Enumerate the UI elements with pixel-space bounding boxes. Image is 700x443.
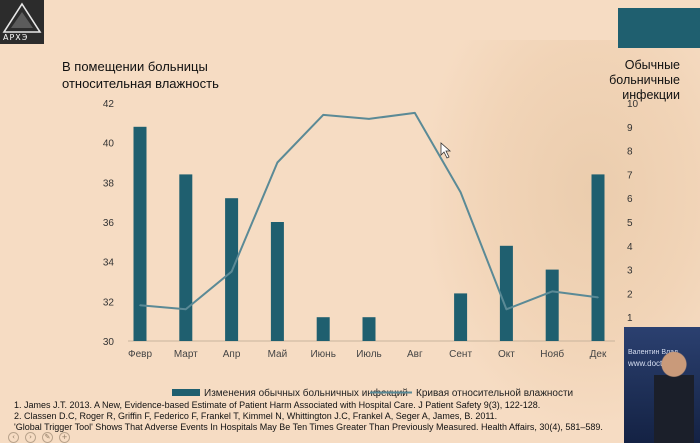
prev-slide-icon[interactable]: ‹	[8, 432, 19, 443]
bar	[133, 126, 147, 341]
line-point	[414, 112, 416, 114]
category-label: Июнь	[310, 349, 335, 360]
bar	[179, 174, 193, 341]
category-label: Февр	[128, 349, 152, 360]
left-tick-label: 40	[103, 139, 115, 150]
footnotes: 1. James J.T. 2013. A New, Evidence-base…	[14, 400, 614, 433]
right-tick-label: 1	[627, 313, 633, 324]
left-axis-title-line2: относительная влажность	[62, 76, 219, 91]
right-tick-label: 3	[627, 266, 633, 277]
right-tick-label: 6	[627, 194, 633, 205]
left-axis-title-line1: В помещении больницы	[62, 59, 208, 74]
line-point	[276, 161, 279, 164]
footnote-2: 2. Classen D.C, Roger R, Griffin F, Fede…	[14, 411, 498, 421]
left-tick-label: 34	[103, 258, 115, 269]
zoom-icon[interactable]: +	[59, 432, 70, 443]
humidity-line	[139, 111, 599, 311]
right-tick-label: 2	[627, 289, 633, 300]
line-point	[230, 270, 233, 273]
right-tick-label: 4	[627, 242, 633, 253]
right-tick-label: 9	[627, 123, 633, 134]
bar	[362, 317, 376, 341]
bar	[270, 222, 284, 341]
slide-toolbar: ‹ › ✎ +	[8, 432, 70, 443]
right-axis-title-line1: Обычные	[624, 58, 680, 72]
left-tick-label: 38	[103, 178, 115, 189]
bar	[545, 269, 559, 341]
category-label: Март	[174, 349, 198, 360]
category-label: Окт	[498, 349, 515, 360]
line-point	[505, 308, 508, 311]
category-label: Июль	[356, 349, 382, 360]
bar	[316, 317, 330, 341]
logo-text: АРХЭ	[3, 33, 29, 42]
left-tick-label: 42	[103, 99, 115, 110]
legend-bar-swatch	[172, 389, 200, 396]
line-point	[597, 296, 599, 299]
line-point	[139, 304, 141, 307]
right-tick-label: 10	[627, 99, 639, 110]
category-label: Нояб	[540, 348, 564, 360]
speaker-figure	[654, 347, 694, 443]
left-tick-label: 30	[103, 337, 115, 348]
speaker-video-overlay: Валентин Влад www.doct	[624, 327, 700, 443]
footnote-1: 1. James J.T. 2013. A New, Evidence-base…	[14, 400, 541, 410]
line-point	[322, 114, 325, 116]
video-caption-site: www.doct	[628, 359, 663, 368]
triangle-logo-icon	[2, 2, 42, 33]
left-tick-label: 32	[103, 297, 115, 308]
mouse-cursor-icon	[440, 142, 452, 159]
header-accent-block	[618, 8, 700, 48]
right-tick-label: 8	[627, 147, 633, 158]
left-axis-title: В помещении больницы относительная влажн…	[62, 58, 282, 92]
right-axis-title-line3: инфекции	[622, 88, 680, 102]
right-tick-label: 5	[627, 218, 633, 229]
bar	[591, 174, 605, 341]
line-point	[185, 308, 187, 311]
video-caption-name: Валентин Влад	[628, 349, 678, 356]
category-label: Авг	[407, 349, 423, 360]
category-label: Дек	[590, 349, 607, 360]
right-axis-title-line2: больничные	[609, 73, 680, 87]
category-label: Май	[268, 349, 288, 360]
left-tick-label: 36	[103, 218, 115, 229]
right-tick-label: 7	[627, 170, 633, 181]
legend-bar-label: Изменения обычных больничных инфекций	[204, 387, 408, 399]
footnote-3: 'Global Trigger Tool' Shows That Adverse…	[14, 422, 603, 432]
category-label: Апр	[223, 349, 241, 360]
pen-icon[interactable]: ✎	[42, 432, 53, 443]
category-label: Сент	[449, 349, 472, 360]
logo: АРХЭ	[0, 0, 44, 44]
next-slide-icon[interactable]: ›	[25, 432, 36, 443]
bar	[499, 245, 513, 341]
line-point	[368, 118, 370, 120]
bar	[454, 293, 468, 341]
right-axis-title: Обычные больничные инфекции	[574, 58, 680, 103]
line-point	[551, 290, 553, 293]
legend-line-label: Кривая относительной влажности	[416, 388, 573, 399]
line-point	[459, 191, 462, 194]
